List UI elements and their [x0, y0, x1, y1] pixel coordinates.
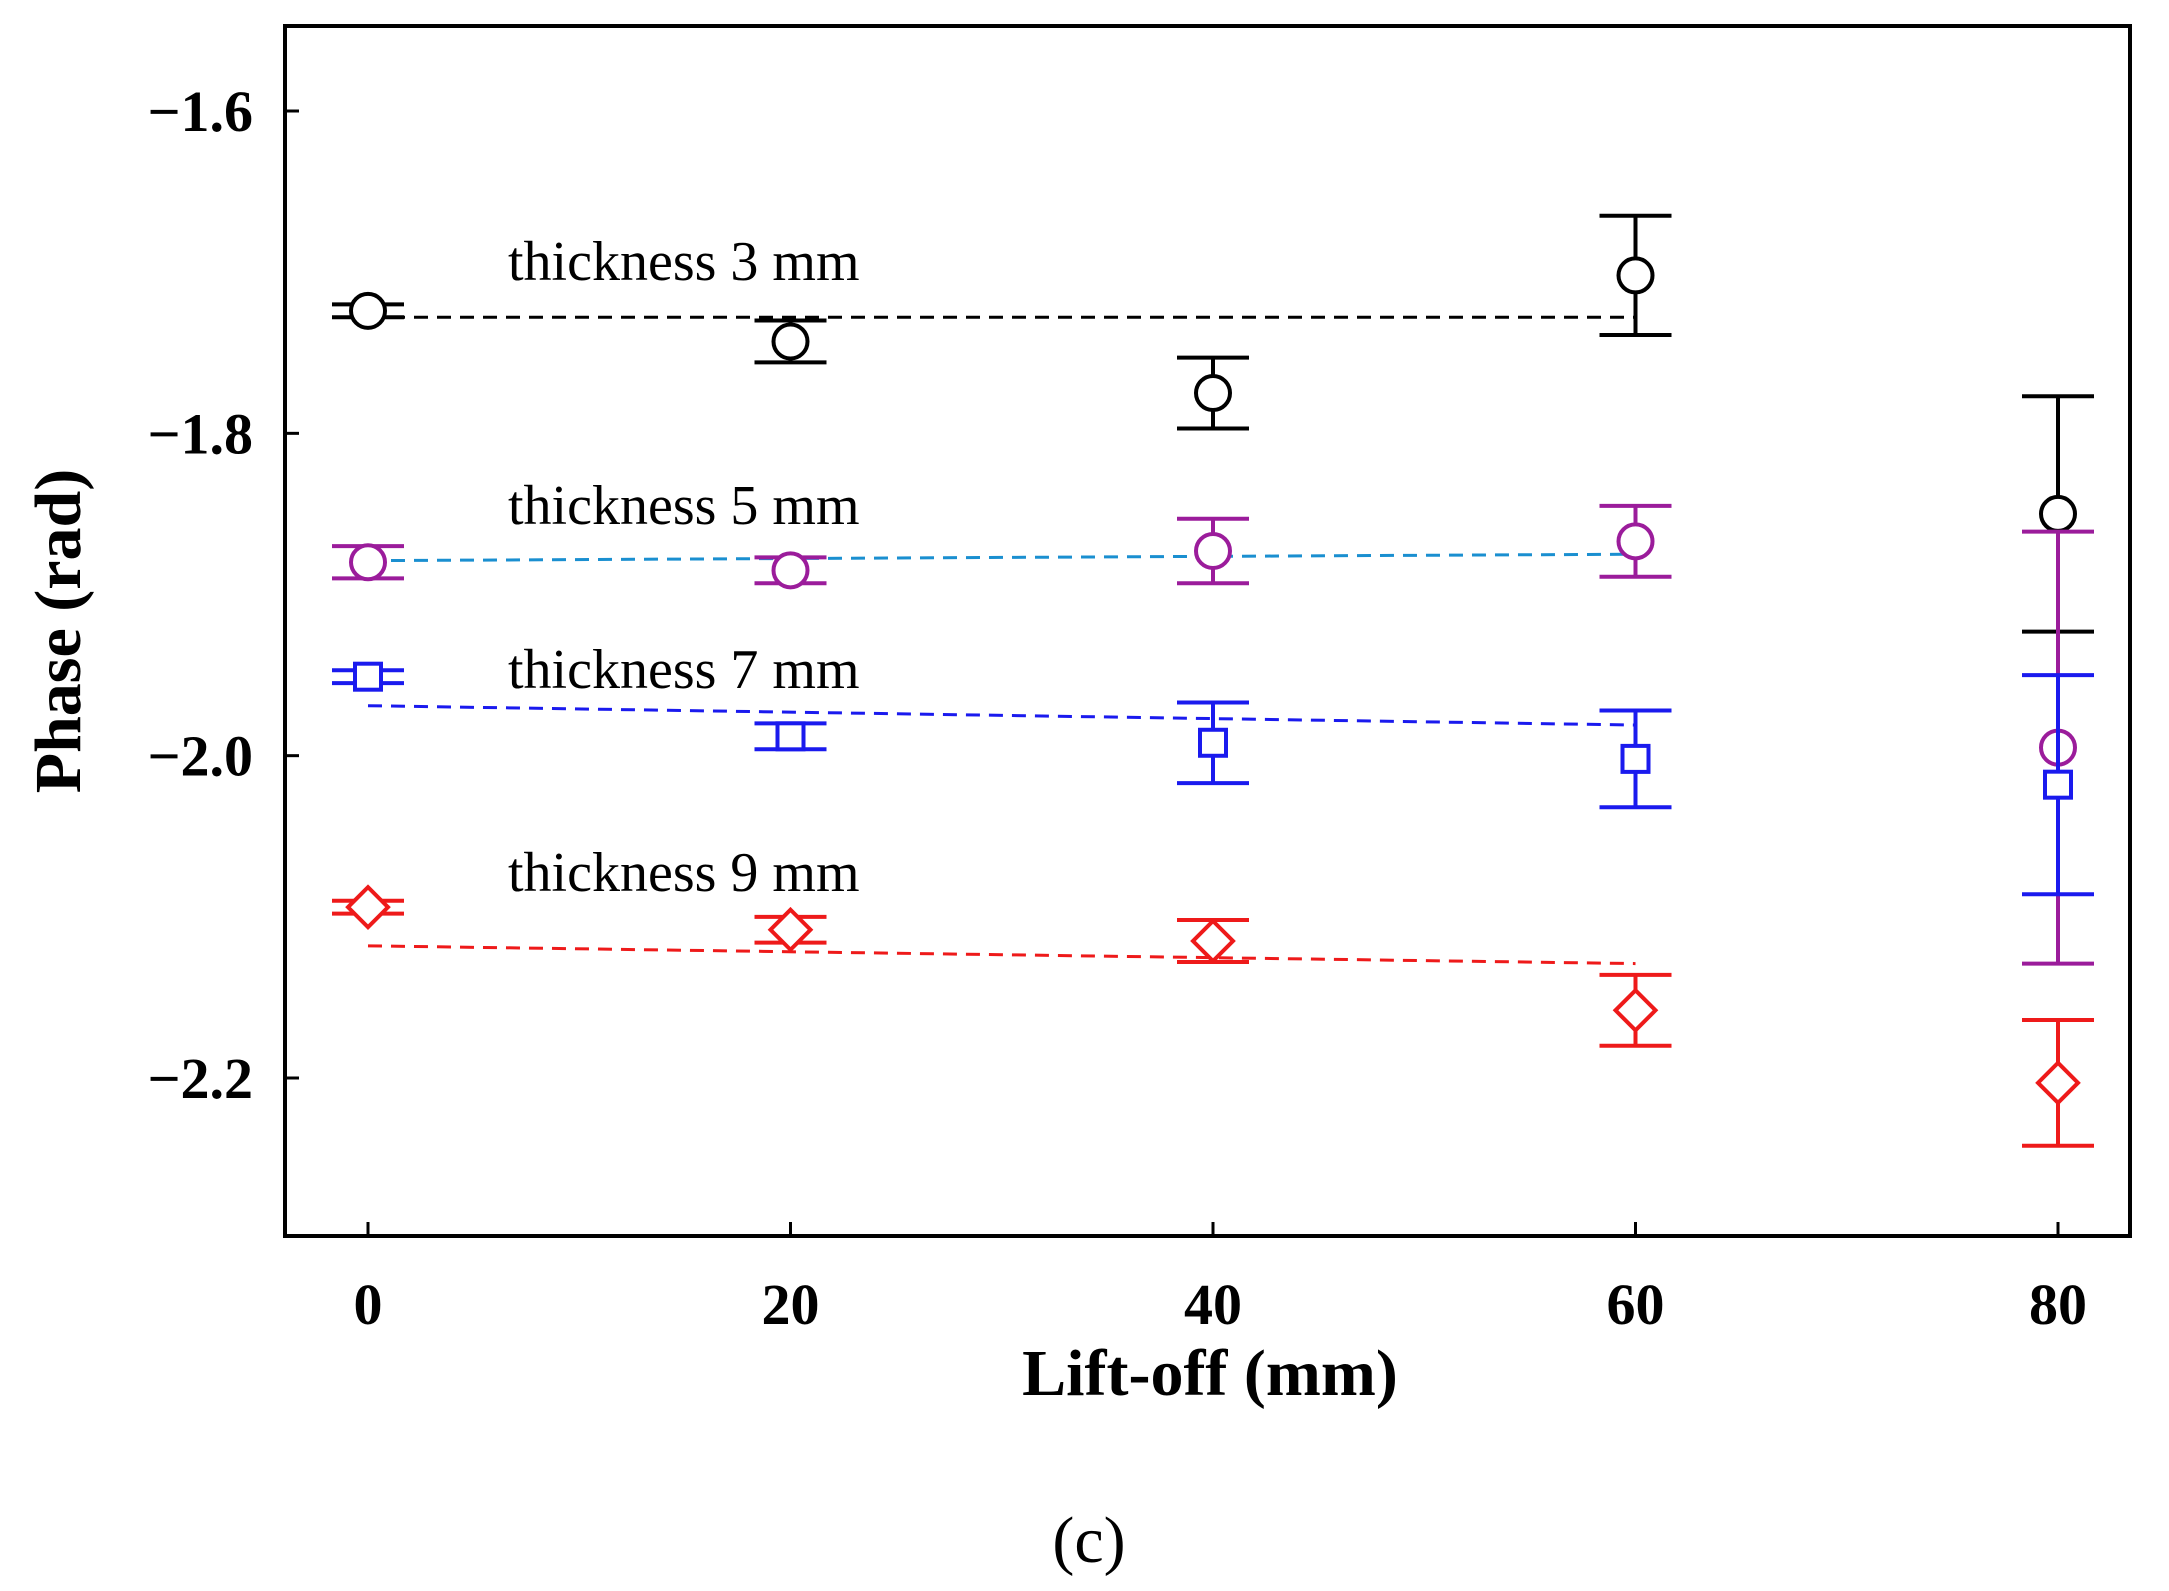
x-tick-label: 20 [762, 1272, 820, 1337]
data-point [349, 291, 387, 330]
plot-frame [283, 24, 2132, 1238]
data-point [771, 322, 810, 361]
series-3: thickness 7 mm [332, 639, 2094, 897]
series-label: thickness 7 mm [508, 639, 860, 701]
x-tick-label: 40 [1184, 1272, 1242, 1337]
figure-caption: (c) [1052, 1504, 1125, 1577]
plot-area: thickness 3 mm thickness 5 mm thickness 7 … [332, 213, 2094, 1148]
x-axis-title: Lift-off (mm) [1022, 1337, 1398, 1410]
axes: 0 20 40 60 80 −2.2 −2.0 −1.8 −1.6 [147, 79, 2087, 1337]
data-point [1194, 531, 1232, 570]
x-tick-label: 80 [2029, 1272, 2087, 1337]
y-tick-label: −1.6 [147, 79, 253, 144]
data-point [1616, 522, 1655, 561]
data-point [1194, 374, 1232, 413]
y-tick-label: −1.8 [147, 401, 253, 466]
data-point [771, 551, 810, 590]
data-point [353, 661, 383, 692]
data-point [1612, 987, 1659, 1034]
data-point [1620, 743, 1651, 774]
data-point [345, 884, 391, 930]
data-point [349, 543, 387, 582]
x-tick-label: 0 [354, 1272, 383, 1337]
series-1: thickness 3 mm [332, 213, 2094, 634]
series-label: thickness 9 mm [508, 842, 860, 904]
y-tick-label: −2.0 [147, 724, 253, 789]
data-point [775, 721, 806, 752]
series-label: thickness 5 mm [508, 475, 860, 537]
data-point [2039, 494, 2077, 533]
y-tick-label: −2.2 [147, 1046, 253, 1111]
series-label: thickness 3 mm [508, 231, 860, 293]
data-point [1190, 918, 1236, 964]
series-2: thickness 5 mm [332, 475, 2094, 966]
data-point [2035, 1060, 2081, 1106]
fit-line [367, 944, 1636, 966]
fit-line [367, 704, 1636, 727]
data-point [767, 906, 814, 953]
data-point [1616, 256, 1655, 295]
series-4: thickness 9 mm [332, 842, 2094, 1148]
data-point [2043, 769, 2073, 800]
fit-line [367, 552, 1636, 563]
y-axis-title: Phase (rad) [22, 469, 95, 793]
data-point [1198, 727, 1228, 758]
x-tick-label: 60 [1607, 1272, 1665, 1337]
